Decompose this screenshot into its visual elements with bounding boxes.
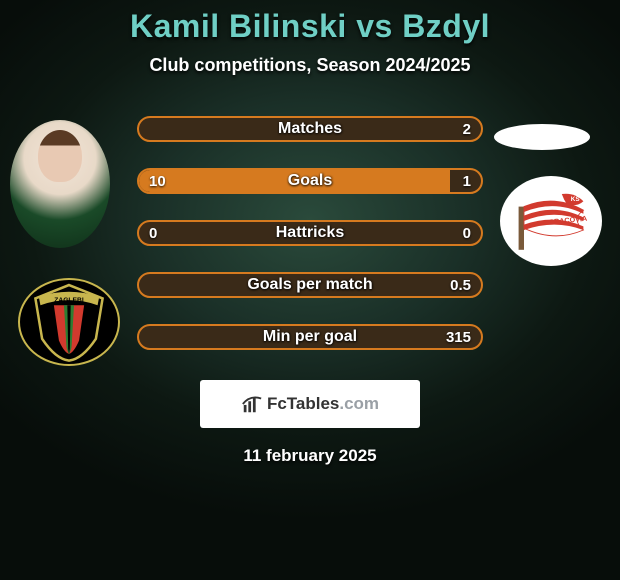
stat-row-goals-per-match: Goals per match 0.5: [137, 272, 483, 298]
brand-text: FcTables.com: [267, 394, 379, 414]
stat-label: Min per goal: [263, 328, 357, 346]
stat-value-left: 0: [149, 225, 157, 242]
brand-box[interactable]: FcTables.com: [200, 380, 420, 428]
stat-value-right: 0: [463, 225, 471, 242]
brand-suffix: .com: [339, 394, 379, 413]
stat-label: Hattricks: [276, 224, 344, 242]
date-text: 11 february 2025: [243, 446, 376, 466]
stat-label: Matches: [278, 120, 342, 138]
stat-value-left: 10: [149, 173, 166, 190]
stats-list: Matches 2 10 Goals 1 0 Hattricks 0 Goals…: [0, 116, 620, 350]
stat-value-right: 2: [463, 121, 471, 138]
stat-row-matches: Matches 2: [137, 116, 483, 142]
page-title: Kamil Bilinski vs Bzdyl: [130, 8, 490, 45]
stat-row-min-per-goal: Min per goal 315: [137, 324, 483, 350]
stat-value-right: 1: [463, 173, 471, 190]
card: Kamil Bilinski vs Bzdyl Club competition…: [0, 0, 620, 580]
chart-icon: [241, 393, 263, 415]
stat-label: Goals: [288, 172, 332, 190]
subtitle: Club competitions, Season 2024/2025: [149, 55, 470, 76]
stat-value-right: 315: [446, 329, 471, 346]
stat-value-right: 0.5: [450, 277, 471, 294]
stat-row-goals: 10 Goals 1: [137, 168, 483, 194]
brand-name: FcTables: [267, 394, 339, 413]
stat-label: Goals per match: [247, 276, 372, 294]
stat-row-hattricks: 0 Hattricks 0: [137, 220, 483, 246]
